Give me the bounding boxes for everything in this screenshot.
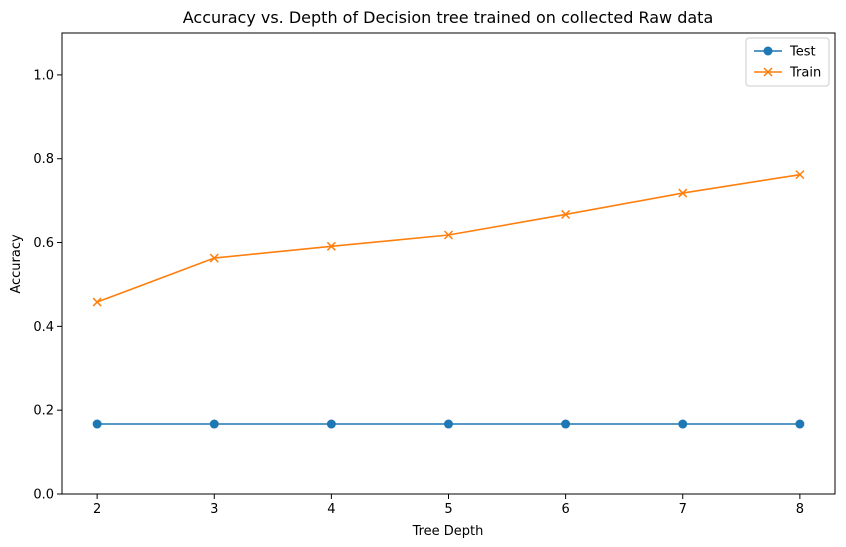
y-tick-label: 1.0 bbox=[33, 68, 54, 83]
data-point-train bbox=[678, 188, 688, 198]
data-point-train bbox=[795, 170, 805, 180]
x-axis-label: Tree Depth bbox=[412, 524, 484, 539]
y-axis-label: Accuracy bbox=[9, 234, 24, 294]
y-tick-label: 0.6 bbox=[33, 236, 54, 251]
y-tick-label: 0.2 bbox=[33, 404, 54, 419]
data-point-test bbox=[795, 419, 805, 429]
x-tick-label: 7 bbox=[679, 502, 687, 517]
x-tick-label: 2 bbox=[93, 502, 101, 517]
y-tick-label: 0.0 bbox=[33, 488, 54, 503]
x-tick-label: 5 bbox=[444, 502, 452, 517]
data-point-test bbox=[561, 419, 571, 429]
legend: Test Train bbox=[745, 37, 830, 87]
legend-label-train: Train bbox=[789, 66, 821, 81]
x-tick-label: 4 bbox=[327, 502, 335, 517]
legend-marker-test bbox=[763, 46, 773, 56]
y-tick-label: 0.8 bbox=[33, 152, 54, 167]
data-point-test bbox=[678, 419, 688, 429]
legend-label-test: Test bbox=[789, 45, 816, 60]
data-point-test bbox=[92, 419, 102, 429]
y-tick-label: 0.4 bbox=[33, 320, 54, 335]
data-point-test bbox=[444, 419, 453, 429]
legend-marker-train bbox=[763, 67, 773, 77]
chart-title: Accuracy vs. Depth of Decision tree trai… bbox=[183, 8, 714, 27]
x-tick-label: 6 bbox=[561, 502, 569, 517]
data-point-test bbox=[209, 419, 219, 429]
x-tick-label: 8 bbox=[796, 502, 804, 517]
plot-area: 2 3 4 5 6 7 8 0.0 0.2 0.4 0.6 0.8 1.0 bbox=[33, 32, 836, 517]
data-point-train bbox=[443, 230, 454, 240]
data-point-train bbox=[326, 241, 336, 251]
data-point-train bbox=[209, 253, 219, 263]
data-point-test bbox=[326, 419, 336, 429]
data-point-train bbox=[92, 297, 102, 307]
data-point-train bbox=[561, 209, 571, 219]
x-tick-label: 3 bbox=[210, 502, 218, 517]
